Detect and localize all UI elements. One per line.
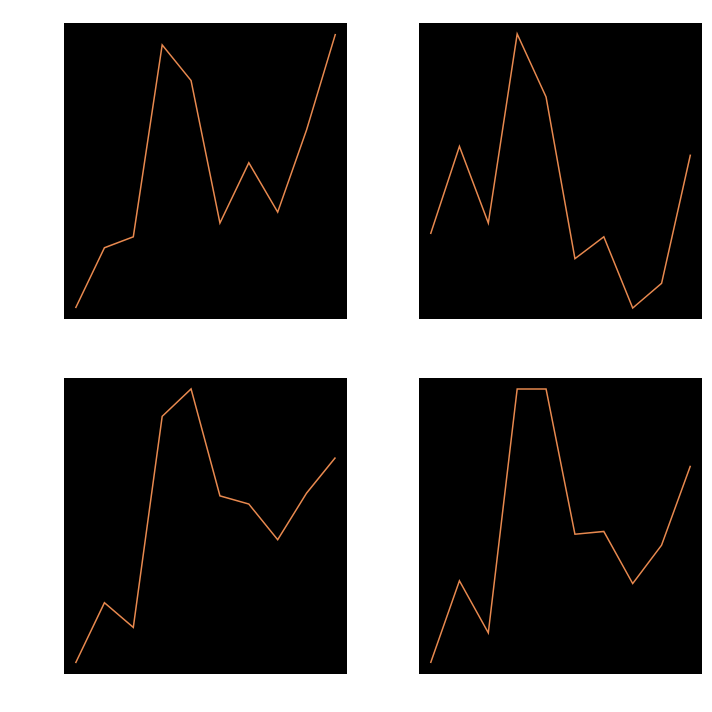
series-line [74, 387, 337, 664]
series-line [429, 31, 692, 310]
series-line [429, 388, 692, 664]
subplot-grid [64, 23, 702, 674]
subplot-top-right [419, 23, 702, 319]
subplot-bottom-right [419, 378, 702, 674]
plot-area [64, 378, 347, 674]
series-line [74, 33, 337, 309]
subplot-bottom-left [64, 378, 347, 674]
plot-area [419, 23, 702, 319]
plot-area [419, 378, 702, 674]
plot-area [64, 23, 347, 319]
subplot-top-left [64, 23, 347, 319]
